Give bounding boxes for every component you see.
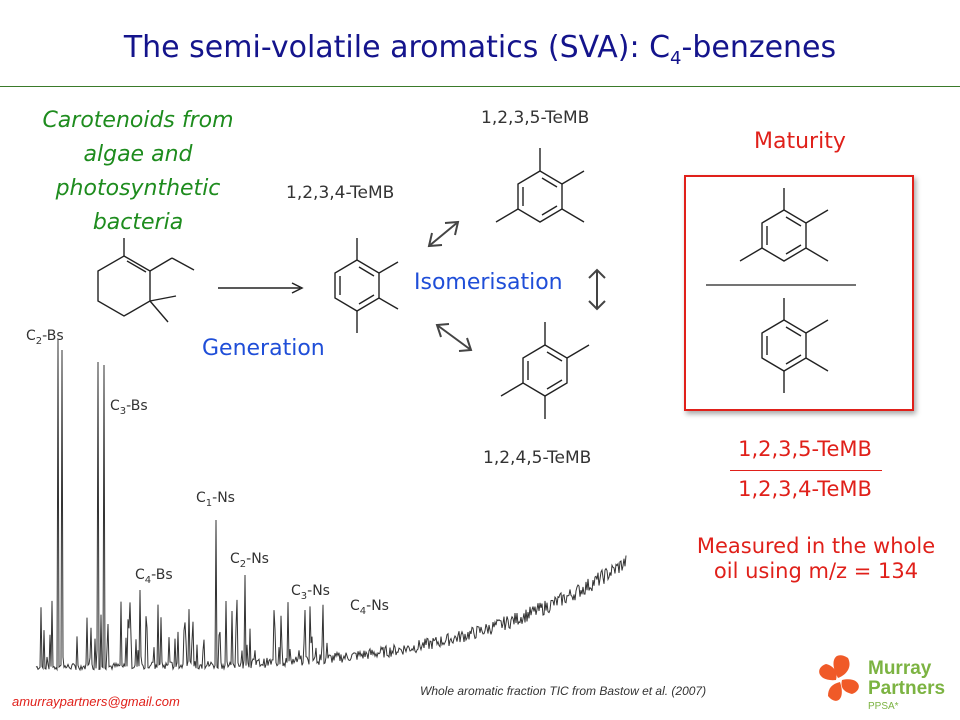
contact-email[interactable]: amurraypartners@gmail.com (12, 694, 180, 709)
logo-text-ppsa: PPSA* (868, 701, 899, 712)
peak-label-c1-ns: C1-Ns (196, 490, 235, 509)
ratio-numerator: 1,2,3,5-TeMB (738, 437, 872, 461)
peak-label-c3-bs: C3-Bs (110, 398, 148, 417)
ratio-denominator: 1,2,3,4-TeMB (738, 477, 872, 501)
generation-arrow (218, 282, 304, 294)
maturity-box (684, 175, 914, 411)
murray-partners-logo-icon (819, 655, 859, 701)
maturity-denominator-structure (761, 298, 829, 393)
logo-text-partners: Partners (868, 678, 945, 699)
measured-note: Measured in the whole oil using m/z = 134 (696, 534, 936, 583)
label-1245-temb: 1,2,4,5-TeMB (483, 448, 592, 468)
label-1235-temb: 1,2,3,5-TeMB (481, 108, 590, 128)
isomerisation-label: Isomerisation (414, 270, 563, 295)
peak-label-c4-ns: C4-Ns (350, 598, 389, 617)
title-divider (0, 86, 960, 87)
isomerisation-arrows (427, 220, 606, 352)
tetramethylbenzene-1235-structure (495, 148, 585, 223)
citation: Whole aromatic fraction TIC from Bastow … (420, 684, 707, 698)
tic-chromatogram (35, 339, 627, 672)
logo-text-murray: Murray (868, 658, 932, 679)
generation-label: Generation (202, 336, 325, 361)
maturity-numerator-structure (739, 188, 829, 262)
tetramethylbenzene-1234-structure (334, 238, 399, 333)
peak-label-c2-ns: C2-Ns (230, 551, 269, 570)
ratio-line (730, 470, 882, 471)
tetramethylbenzene-1245-structure (500, 322, 590, 419)
label-1234-temb: 1,2,3,4-TeMB (286, 183, 395, 203)
peak-label-c3-ns: C3-Ns (291, 583, 330, 602)
carotenoid-structure (97, 238, 195, 323)
page-title: The semi-volatile aromatics (SVA): C4-be… (123, 30, 837, 69)
peak-label-c4-bs: C4-Bs (135, 567, 173, 586)
maturity-label: Maturity (754, 129, 846, 154)
source-text: Carotenoids from algae and photosyntheti… (42, 108, 234, 235)
